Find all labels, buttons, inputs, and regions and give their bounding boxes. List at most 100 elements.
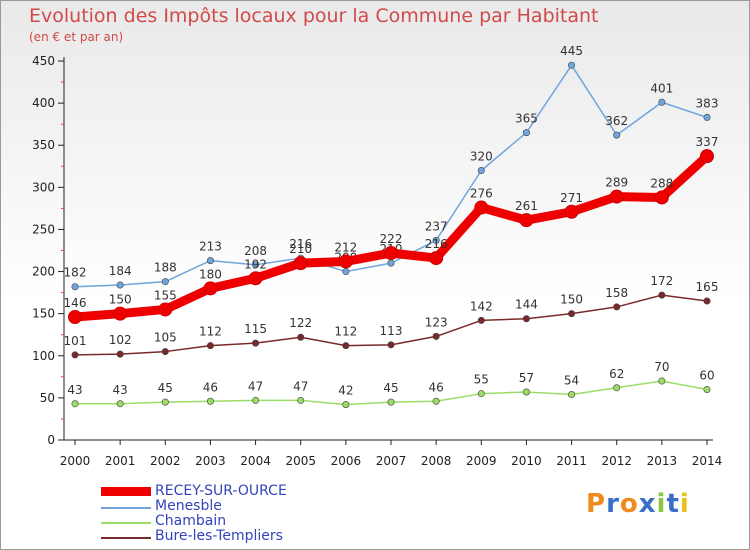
- legend-label-recey: RECEY-SUR-OURCE: [155, 483, 287, 499]
- data-label: 112: [199, 325, 222, 339]
- data-point: [342, 342, 350, 350]
- data-point: [342, 268, 350, 276]
- data-point: [71, 351, 79, 359]
- data-label: 445: [560, 44, 583, 58]
- x-tick-label: 2003: [195, 454, 226, 468]
- data-point: [477, 316, 485, 324]
- data-point: [68, 310, 82, 325]
- data-point: [474, 200, 489, 215]
- x-tick-label: 2013: [647, 454, 678, 468]
- data-label: 401: [650, 81, 673, 95]
- data-point: [703, 113, 711, 121]
- data-label: 213: [199, 240, 222, 254]
- y-tick-label: 450: [32, 54, 55, 68]
- data-label: 43: [67, 383, 82, 397]
- x-tick-label: 2008: [421, 454, 452, 468]
- legend-label-menesble: Menesble: [155, 498, 222, 514]
- data-label: 271: [560, 191, 583, 205]
- y-tick-label: 50: [40, 391, 55, 405]
- data-label: 62: [609, 367, 624, 381]
- data-label: 289: [605, 176, 628, 190]
- x-tick-label: 2006: [331, 454, 362, 468]
- data-point: [568, 61, 576, 69]
- data-point: [387, 341, 395, 349]
- data-label: 172: [650, 274, 673, 288]
- x-tick-label: 2012: [601, 454, 632, 468]
- x-tick-label: 2004: [240, 454, 271, 468]
- data-label: 383: [696, 96, 719, 110]
- legend-item-chambain: Chambain: [101, 513, 361, 530]
- data-label: 112: [334, 325, 357, 339]
- x-tick-label: 2005: [285, 454, 316, 468]
- x-tick-label: 2002: [150, 454, 181, 468]
- data-point: [522, 129, 530, 137]
- data-label: 146: [64, 296, 87, 310]
- data-label: 150: [109, 293, 132, 307]
- data-point: [161, 398, 169, 406]
- y-tick-label: 100: [32, 349, 55, 363]
- data-label: 115: [244, 322, 267, 336]
- data-label: 46: [429, 380, 444, 394]
- y-tick-label: 200: [32, 265, 55, 279]
- data-point: [568, 310, 576, 318]
- data-point: [658, 98, 666, 106]
- data-label: 45: [383, 381, 398, 395]
- data-point: [203, 281, 218, 296]
- data-point: [206, 257, 214, 265]
- data-label: 188: [154, 261, 177, 275]
- data-point: [293, 256, 308, 271]
- data-label: 158: [605, 286, 628, 300]
- data-point: [338, 254, 353, 269]
- data-point: [564, 204, 579, 219]
- legend-item-bure: Bure-les-Templiers: [101, 528, 361, 545]
- data-point: [477, 390, 485, 398]
- data-label: 142: [470, 299, 493, 313]
- data-point: [252, 261, 260, 269]
- data-point: [654, 190, 669, 205]
- data-point: [703, 297, 711, 305]
- data-label: 122: [289, 316, 312, 330]
- data-label: 222: [380, 232, 403, 246]
- data-point: [387, 259, 395, 267]
- data-label: 276: [470, 187, 493, 201]
- data-label: 212: [334, 240, 357, 254]
- x-tick-label: 2009: [466, 454, 497, 468]
- data-label: 184: [109, 264, 132, 278]
- data-point: [429, 251, 444, 266]
- data-label: 337: [696, 135, 719, 149]
- series-recey-sur-ource: 146 150 155 180 192 210 212 222 216 276 261 271 289 2…: [64, 135, 719, 325]
- data-point: [71, 400, 79, 408]
- y-tick-label: 150: [32, 307, 55, 321]
- proxiti-logo: Proxiti: [586, 489, 690, 519]
- series-bure-les-templiers: 101 102 105 112 115 122 112 113 123 142 144 150 158 1…: [64, 274, 718, 359]
- data-point: [297, 396, 305, 404]
- data-point: [116, 350, 124, 358]
- chart-title: Evolution des Impôts locaux pour la Comm…: [29, 5, 599, 27]
- data-point: [297, 333, 305, 341]
- data-label: 288: [650, 176, 673, 190]
- data-label: 102: [109, 333, 132, 347]
- legend-item-recey: RECEY-SUR-OURCE: [101, 483, 361, 500]
- data-point: [432, 397, 440, 405]
- data-label: 105: [154, 331, 177, 345]
- chart-legend: RECEY-SUR-OURCE Menesble Chambain Bure-l…: [101, 483, 361, 545]
- data-label: 155: [154, 288, 177, 302]
- data-point: [116, 400, 124, 408]
- data-label: 113: [380, 324, 403, 338]
- data-label: 150: [560, 293, 583, 307]
- x-tick-label: 2011: [556, 454, 587, 468]
- x-tick-label: 2001: [105, 454, 136, 468]
- data-label: 216: [289, 237, 312, 251]
- data-label: 47: [248, 379, 263, 393]
- data-point: [116, 281, 124, 289]
- data-label: 180: [199, 267, 222, 281]
- data-label: 55: [474, 373, 489, 387]
- data-point: [248, 271, 263, 286]
- data-point: [613, 384, 621, 392]
- data-point: [252, 396, 260, 404]
- data-point: [342, 401, 350, 409]
- data-point: [161, 348, 169, 356]
- data-label: 182: [64, 266, 87, 280]
- data-label: 123: [425, 315, 448, 329]
